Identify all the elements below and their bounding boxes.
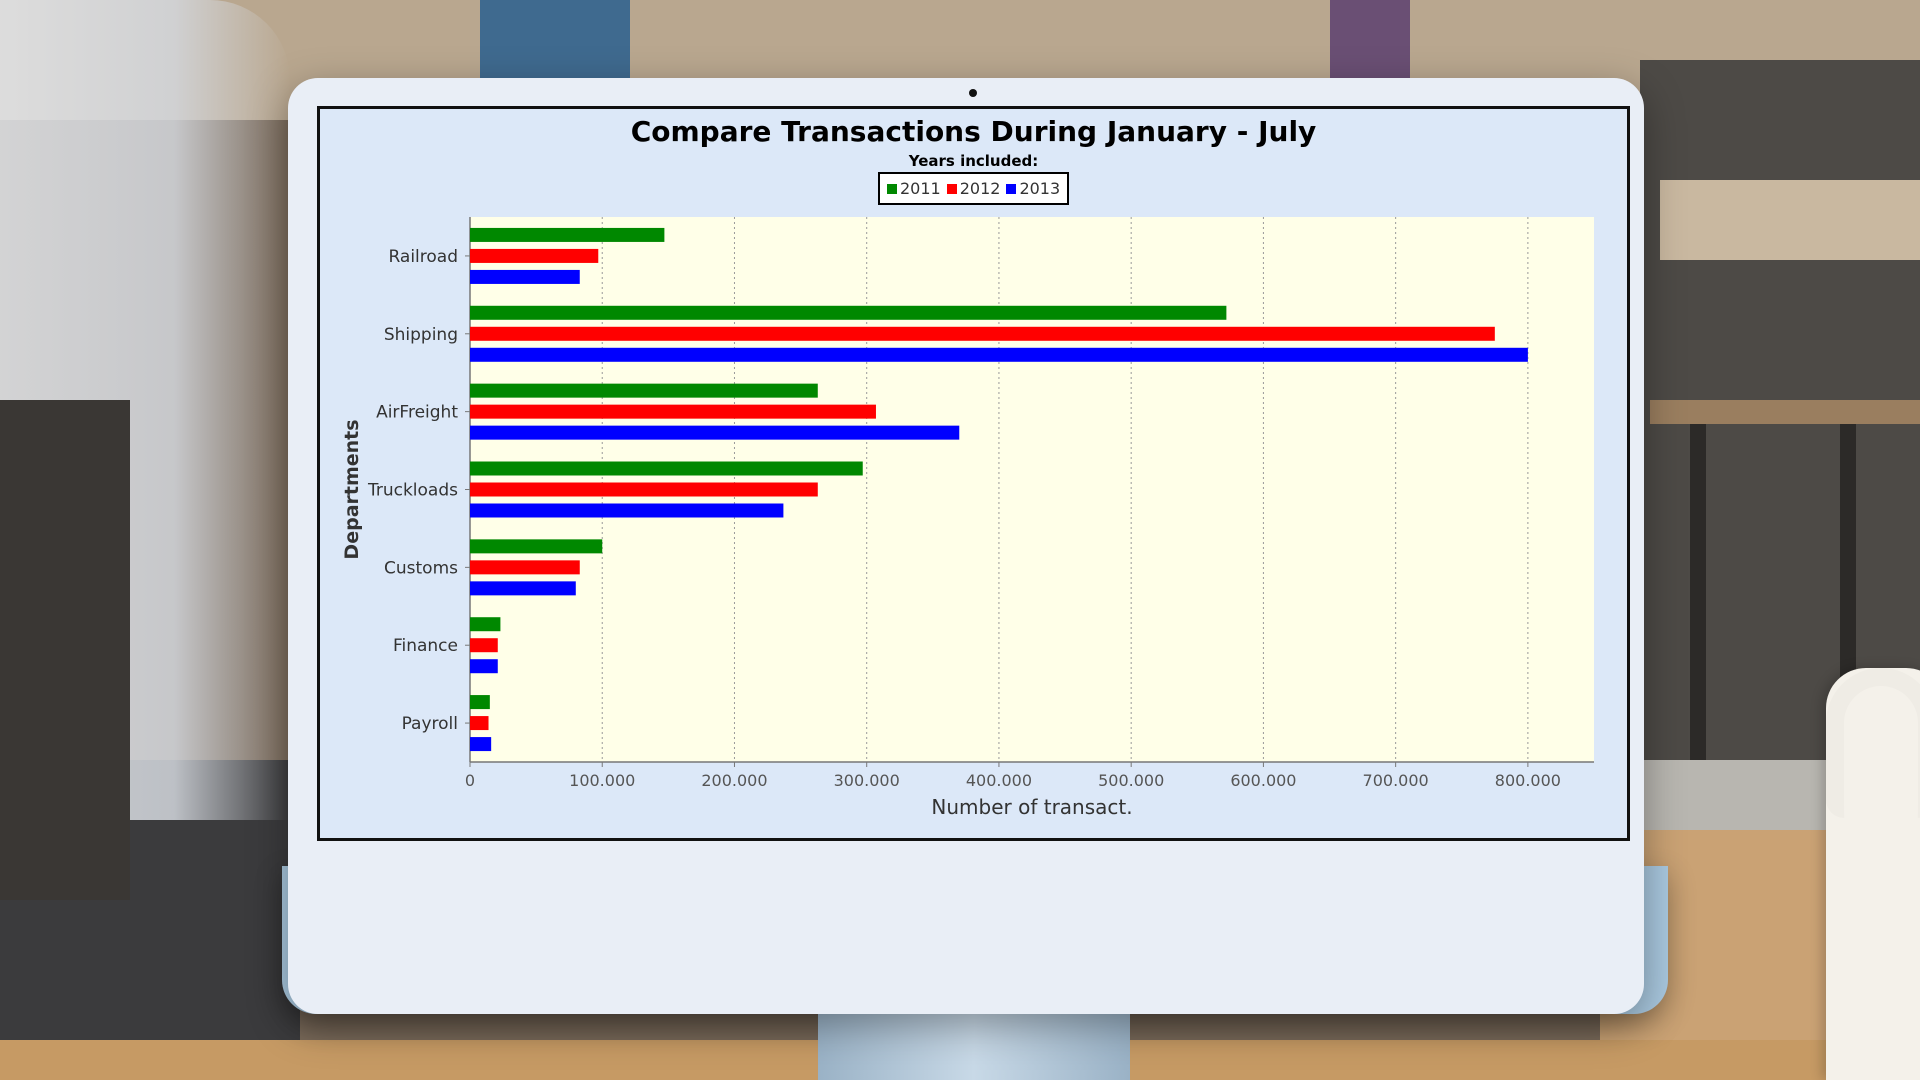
legend-label-2011: 2011 xyxy=(900,179,941,198)
bar-2012 xyxy=(470,560,580,575)
bar-2011 xyxy=(470,305,1227,320)
y-axis-title: Departments xyxy=(341,419,363,559)
bar-2013 xyxy=(470,737,492,752)
category-label: Truckloads xyxy=(367,481,458,501)
category-label: Customs xyxy=(384,558,458,578)
legend-label-2013: 2013 xyxy=(1019,179,1061,198)
bar-2013 xyxy=(470,425,960,440)
x-tick-label: 600.000 xyxy=(1230,771,1296,790)
legend-swatch-2013 xyxy=(1006,183,1017,194)
bar-2013 xyxy=(470,581,576,596)
legend-item-2012: 2012 xyxy=(946,179,1001,198)
bar-2012 xyxy=(470,482,818,497)
chart-subtitle: Years included: xyxy=(908,152,1039,170)
bar-2011 xyxy=(470,227,665,242)
monitor-stand xyxy=(818,1014,1130,1080)
category-label: AirFreight xyxy=(376,403,458,423)
webcam-dot xyxy=(969,89,977,97)
legend-label-2012: 2012 xyxy=(959,179,1001,198)
bar-2013 xyxy=(470,269,580,284)
x-tick-label: 200.000 xyxy=(701,771,767,790)
bar-2012 xyxy=(470,248,599,263)
chart-title: Compare Transactions During January - Ju… xyxy=(630,115,1317,148)
chart-panel: 0 100.000 200.000 300.000 400.000 500.000 600.… xyxy=(320,109,1627,838)
bar-2011 xyxy=(470,695,490,710)
bar-2012 xyxy=(470,326,1495,341)
x-tick-label: 800.000 xyxy=(1495,771,1561,790)
legend-swatch-2011 xyxy=(887,183,897,194)
category-label: Shipping xyxy=(384,325,458,345)
water-bottle-handle xyxy=(1826,668,1920,818)
bar-2011 xyxy=(470,539,603,554)
bar-2012 xyxy=(470,716,489,731)
legend-item-2011: 2011 xyxy=(887,179,941,198)
bar-2012 xyxy=(470,404,876,419)
x-tick-label: 700.000 xyxy=(1363,771,1429,790)
bar-2013 xyxy=(470,659,498,674)
x-axis-title: Number of transact. xyxy=(931,795,1132,819)
bar-2011 xyxy=(470,383,818,398)
background-person-legs xyxy=(0,400,130,900)
chart-legend: 2011 2012 2013 xyxy=(878,172,1070,205)
legend-swatch-2012 xyxy=(946,183,957,194)
legend-item-2013: 2013 xyxy=(1006,179,1060,198)
x-tick-label: 300.000 xyxy=(834,771,900,790)
x-tick-label: 0 xyxy=(465,771,475,790)
category-label: Finance xyxy=(393,636,458,656)
bar-2013 xyxy=(470,347,1528,362)
bar-2012 xyxy=(470,638,498,653)
bar-2011 xyxy=(470,617,501,632)
bar-chart: 0 100.000 200.000 300.000 400.000 500.000 600.… xyxy=(341,217,1594,819)
x-tick-label: 100.000 xyxy=(569,771,635,790)
category-label: Railroad xyxy=(388,247,458,267)
bar-2013 xyxy=(470,503,784,518)
x-tick-label: 500.000 xyxy=(1098,771,1164,790)
x-tick-label: 400.000 xyxy=(966,771,1032,790)
bar-2011 xyxy=(470,461,863,476)
category-label: Payroll xyxy=(402,714,458,734)
